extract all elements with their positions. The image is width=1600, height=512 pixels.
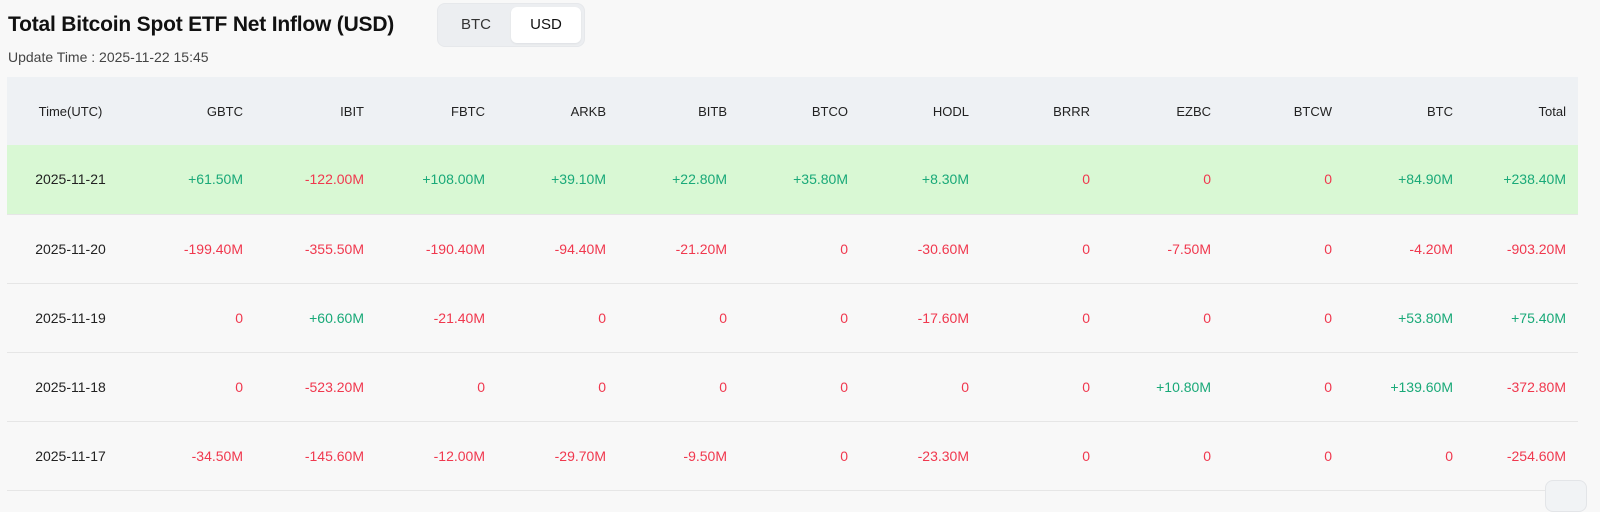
flow-value-cell: 0 (235, 309, 243, 326)
col-header-btco[interactable]: BTCO (811, 103, 848, 119)
flow-value-cell: -523.20M (304, 378, 364, 395)
table-row: 2025-11-21 +61.50M -122.00M +108.00M +39.10M… (7, 145, 1578, 214)
flow-value-cell: +60.60M (309, 309, 364, 326)
col-header-bitb[interactable]: BITB (698, 103, 727, 119)
flow-value-cell: -21.40M (433, 309, 485, 326)
flow-value-cell: -903.20M (1506, 240, 1566, 257)
gear-icon[interactable] (1545, 480, 1587, 512)
col-header-ibit[interactable]: IBIT (340, 103, 364, 119)
currency-toggle[interactable]: BTC USD (437, 3, 585, 47)
etf-flow-table: Time(UTC) GBTC IBIT FBTC ARKB BITB BTCO … (7, 77, 1578, 491)
flow-value-cell: -12.00M (433, 447, 485, 464)
flow-value-cell: -21.20M (675, 240, 727, 257)
flow-value-cell: 0 (477, 378, 485, 395)
flow-value-cell: 0 (719, 309, 727, 326)
flow-value-cell: -23.30M (917, 447, 969, 464)
flow-value-cell: 0 (840, 378, 848, 395)
col-header-brrr[interactable]: BRRR (1053, 103, 1090, 119)
flow-value-cell: 0 (1324, 309, 1332, 326)
flow-value-cell: +35.80M (793, 171, 848, 188)
table-row: 2025-11-18 0 -523.20M 0 0 0 0 0 0 +10.80M 0 +139.60… (7, 352, 1578, 421)
table-row: 2025-11-17 -34.50M -145.60M -12.00M -29.70M -… (7, 421, 1578, 490)
flow-value-cell: 0 (1203, 447, 1211, 464)
flow-value-cell: 0 (1324, 447, 1332, 464)
flow-value-cell: -372.80M (1506, 378, 1566, 395)
flow-value-cell: -190.40M (425, 240, 485, 257)
col-header-gbtc[interactable]: GBTC (206, 103, 243, 119)
flow-value-cell: -199.40M (183, 240, 243, 257)
flow-value-cell: 0 (1324, 171, 1332, 188)
col-header-fbtc[interactable]: FBTC (451, 103, 485, 119)
flow-value-cell: -145.60M (304, 447, 364, 464)
flow-value-cell: -4.20M (1409, 240, 1453, 257)
flow-value-cell: +39.10M (551, 171, 606, 188)
flow-value-cell: -9.50M (683, 447, 727, 464)
flow-value-cell: 0 (1324, 240, 1332, 257)
flow-value-cell: 0 (1082, 171, 1090, 188)
flow-value-cell: -355.50M (304, 240, 364, 257)
flow-value-cell: -34.50M (191, 447, 243, 464)
flow-value-cell: 0 (1324, 378, 1332, 395)
table-header-row: Time(UTC) GBTC IBIT FBTC ARKB BITB BTCO … (7, 77, 1578, 145)
flow-value-cell: -30.60M (917, 240, 969, 257)
flow-value-cell: -7.50M (1167, 240, 1211, 257)
row-date-cell: 2025-11-19 (35, 309, 106, 326)
flow-value-cell: -17.60M (917, 309, 969, 326)
flow-value-cell: +108.00M (422, 171, 485, 188)
flow-value-cell: 0 (598, 378, 606, 395)
flow-value-cell: 0 (1203, 171, 1211, 188)
col-header-time[interactable]: Time(UTC) (38, 103, 103, 119)
flow-value-cell: +238.40M (1503, 171, 1566, 188)
row-date-cell: 2025-11-20 (35, 240, 106, 257)
col-header-btc[interactable]: BTC (1427, 103, 1453, 119)
flow-value-cell: -94.40M (554, 240, 606, 257)
col-header-arkb[interactable]: ARKB (570, 103, 606, 119)
flow-value-cell: +22.80M (672, 171, 727, 188)
flow-value-cell: 0 (1445, 447, 1453, 464)
flow-value-cell: 0 (840, 309, 848, 326)
col-header-btcw[interactable]: BTCW (1293, 103, 1332, 119)
flow-value-cell: 0 (1082, 240, 1090, 257)
page-title: Total Bitcoin Spot ETF Net Inflow (USD) (8, 13, 395, 36)
flow-value-cell: -254.60M (1506, 447, 1566, 464)
toggle-btc[interactable]: BTC (461, 16, 491, 33)
page-header: Total Bitcoin Spot ETF Net Inflow (USD) (8, 4, 394, 46)
flow-value-cell: +8.30M (921, 171, 969, 188)
col-header-ezbc[interactable]: EZBC (1176, 103, 1211, 119)
table-row: 2025-11-19 0 +60.60M -21.40M 0 0 0 -17.60M 0 0 0 +5… (7, 283, 1578, 352)
flow-value-cell: 0 (719, 378, 727, 395)
table-body: 2025-11-21 +61.50M -122.00M +108.00M +39.10M… (7, 145, 1578, 490)
col-header-total[interactable]: Total (1538, 103, 1566, 119)
flow-value-cell: 0 (840, 447, 848, 464)
row-date-cell: 2025-11-21 (35, 171, 106, 188)
flow-value-cell: 0 (235, 378, 243, 395)
flow-value-cell: +75.40M (1511, 309, 1566, 326)
flow-value-cell: +61.50M (188, 171, 243, 188)
update-time: Update Time : 2025-11-22 15:45 (8, 49, 209, 65)
flow-value-cell: 0 (1082, 378, 1090, 395)
flow-value-cell: -122.00M (304, 171, 364, 188)
col-header-hodl[interactable]: HODL (932, 103, 969, 119)
flow-value-cell: 0 (1203, 309, 1211, 326)
table-row: 2025-11-20 -199.40M -355.50M -190.40M -94.40… (7, 214, 1578, 283)
flow-value-cell: +139.60M (1390, 378, 1453, 395)
flow-value-cell: 0 (598, 309, 606, 326)
flow-value-cell: 0 (1082, 309, 1090, 326)
toggle-usd[interactable]: USD (511, 7, 581, 43)
row-date-cell: 2025-11-18 (35, 378, 106, 395)
flow-value-cell: 0 (961, 378, 969, 395)
flow-value-cell: +53.80M (1398, 309, 1453, 326)
flow-value-cell: +84.90M (1398, 171, 1453, 188)
flow-value-cell: 0 (840, 240, 848, 257)
row-date-cell: 2025-11-17 (35, 447, 106, 464)
flow-value-cell: +10.80M (1156, 378, 1211, 395)
flow-value-cell: -29.70M (554, 447, 606, 464)
flow-value-cell: 0 (1082, 447, 1090, 464)
